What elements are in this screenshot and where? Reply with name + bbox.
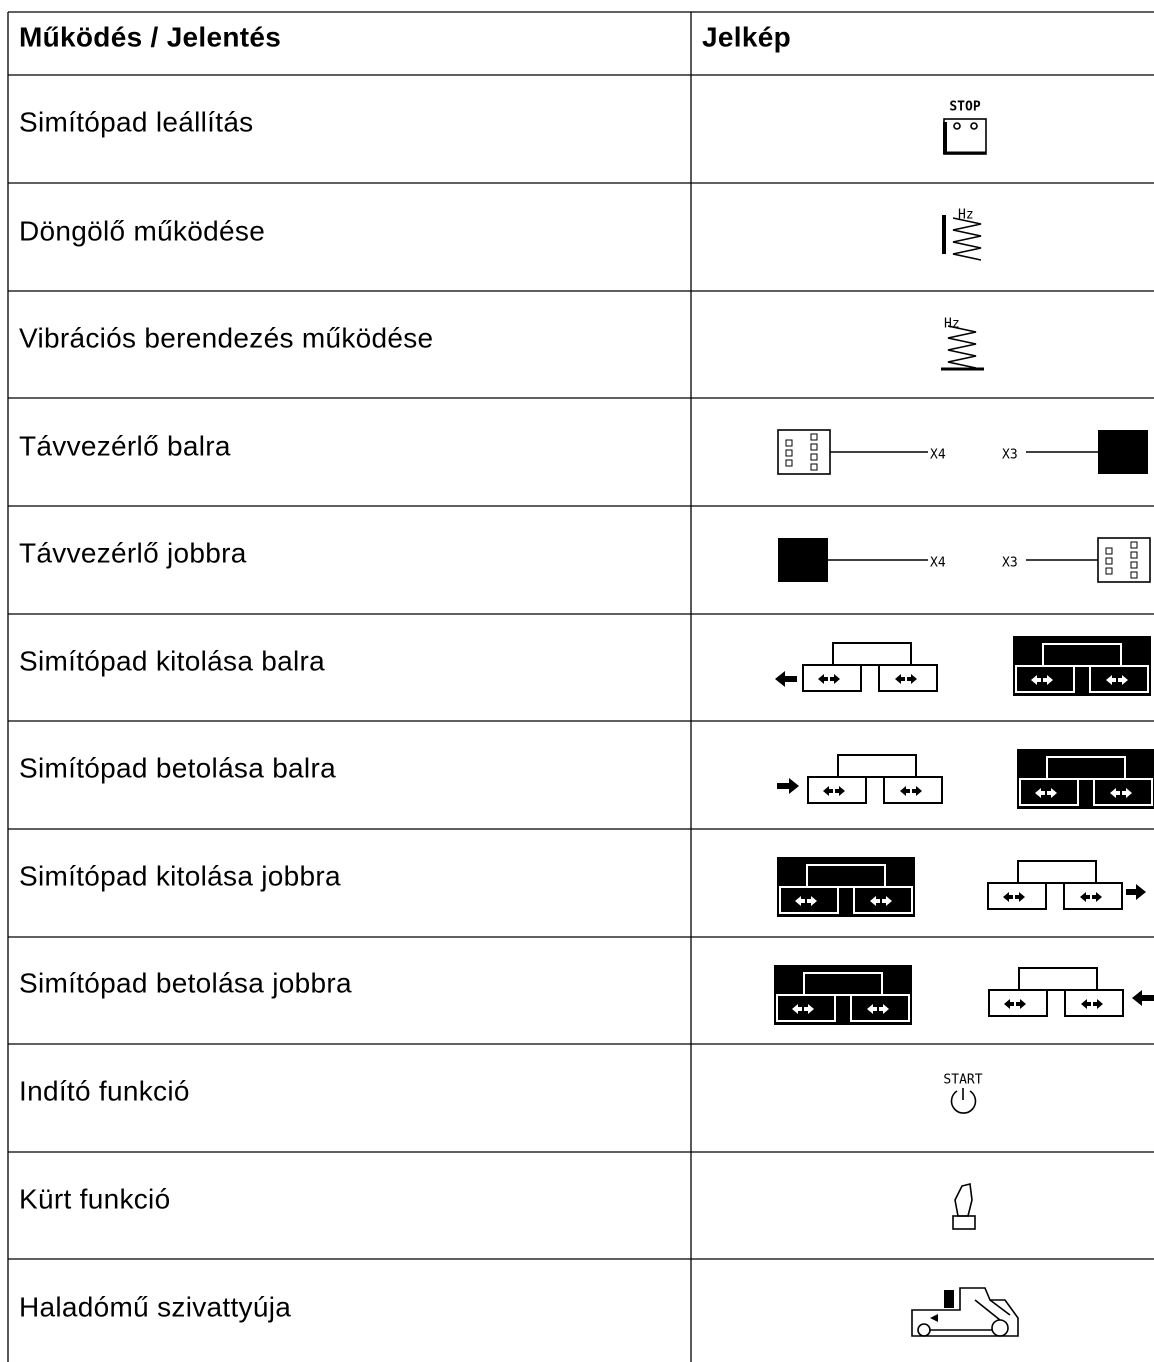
row-label: Vibrációs berendezés működése — [19, 322, 433, 353]
stop-icon: STOP — [943, 100, 987, 155]
icon-label: Hz — [944, 317, 960, 332]
vibration-icon: Hz — [941, 317, 984, 371]
screed-retract-right-icon — [774, 965, 1154, 1025]
row-label: Simítópad betolása balra — [19, 752, 336, 783]
icon-label: Hz — [958, 208, 974, 223]
row-label: Haladómű szivattyúja — [19, 1291, 291, 1322]
row-label: Simítópad betolása jobbra — [19, 967, 352, 998]
horn-icon — [952, 1183, 976, 1230]
row-label: Döngölő működése — [19, 215, 265, 246]
row-label: Távvezérlő jobbra — [19, 537, 247, 568]
icon-label: X4 — [930, 448, 946, 463]
row-label: Kürt funkció — [19, 1183, 170, 1214]
icon-label: STOP — [949, 100, 980, 115]
icon-label: X4 — [930, 556, 946, 571]
icon-label: X3 — [1002, 448, 1018, 463]
screed-extend-left-icon — [775, 636, 1151, 696]
screed-extend-right-icon — [777, 857, 1146, 917]
remote-left-icon: X4 X3 — [777, 429, 1148, 475]
icon-label: START — [943, 1073, 982, 1088]
start-icon: START — [943, 1073, 983, 1114]
row-label: Simítópad kitolása jobbra — [19, 860, 341, 891]
row-label: Simítópad kitolása balra — [19, 645, 325, 676]
tamper-icon: Hz — [942, 208, 982, 261]
header-cell: Működés / Jelentés — [19, 21, 281, 52]
paver-icon — [911, 1287, 1019, 1337]
icon-label: X3 — [1002, 556, 1018, 571]
screed-retract-left-icon — [777, 749, 1154, 809]
remote-right-icon: X4 X3 — [778, 537, 1151, 583]
row-label: Indító funkció — [19, 1075, 190, 1106]
header-cell: Jelkép — [702, 21, 791, 52]
row-label: Távvezérlő balra — [19, 430, 231, 461]
table-rules — [7, 11, 1154, 1362]
row-label: Simítópad leállítás — [19, 106, 254, 137]
